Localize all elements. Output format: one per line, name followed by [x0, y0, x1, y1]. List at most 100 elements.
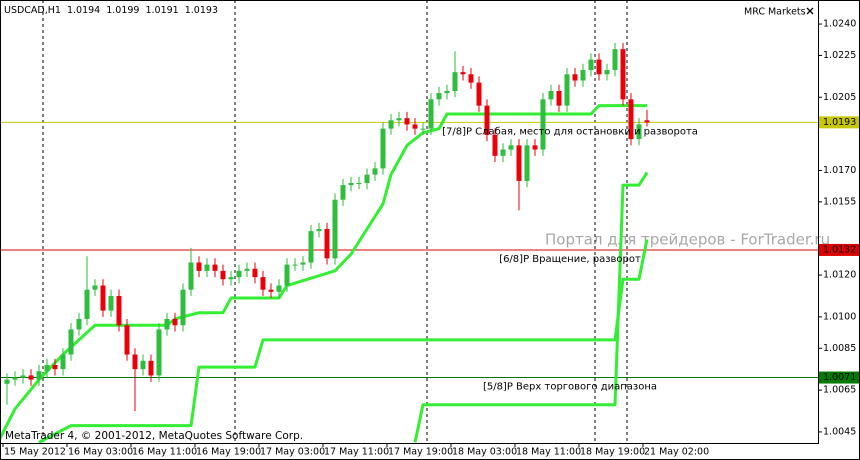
ohlc-value: 1.0194	[67, 5, 100, 16]
copyright: MetaTrader 4, © 2001-2012, MetaQuotes So…	[5, 430, 303, 442]
candle-body	[492, 134, 498, 156]
y-tick-label: 1.0155	[823, 196, 856, 207]
candle-body	[308, 231, 314, 263]
candle-body	[36, 371, 42, 380]
candle-body	[468, 74, 474, 83]
candle-body	[372, 168, 378, 175]
candle-body	[220, 270, 226, 280]
candle-body	[76, 318, 82, 330]
candle-body	[348, 183, 354, 186]
candle-body	[508, 145, 514, 150]
price-tag-label: 1.0132	[823, 244, 856, 255]
y-tick-label: 1.0065	[823, 385, 856, 396]
candle-body	[636, 124, 642, 140]
ohlc: 1.0194 1.0199 1.0191 1.0193	[67, 5, 218, 16]
candle-body	[156, 329, 162, 376]
candle-body	[92, 285, 98, 290]
candle-body	[164, 318, 170, 330]
candle-body	[28, 375, 34, 380]
candle-body	[340, 185, 346, 200]
indicator-line	[413, 171, 649, 443]
price-tag-label: 1.0071	[823, 372, 856, 383]
candle-body	[12, 377, 18, 380]
candle-body	[44, 364, 50, 372]
y-tick-label: 1.0240	[823, 19, 856, 30]
x-tick-label: 16 May 19:00	[196, 447, 261, 458]
symbol: USDCAD,H1	[4, 5, 61, 16]
candle-body	[404, 118, 410, 125]
back-layer: Портал для трейдеров - ForTrader.ru	[0, 0, 830, 444]
candle-body	[460, 72, 466, 75]
candle-body	[60, 354, 66, 370]
candle-body	[540, 99, 546, 150]
indicator-line	[38, 239, 649, 444]
candle-body	[4, 379, 10, 384]
indicator-line	[0, 104, 647, 441]
price-tag	[819, 116, 859, 129]
level-label: [6/8]P Вращение, разворот	[499, 254, 641, 265]
candle-body	[620, 49, 626, 100]
candle-body	[172, 318, 178, 326]
price-tag	[819, 371, 859, 384]
candle-body	[180, 289, 186, 326]
level-label: [7/8]P Слабая, место для остановки и раз…	[442, 126, 698, 137]
candle-body	[532, 145, 538, 150]
candle-body	[84, 289, 90, 319]
candle-body	[524, 145, 530, 181]
x-tick-label: 17 May 19:00	[388, 447, 453, 458]
candle-body	[444, 90, 450, 94]
y-tick-label: 1.0205	[823, 92, 856, 103]
close-icon[interactable]	[806, 7, 814, 15]
candle-body	[596, 59, 602, 75]
x-tick-label: 16 May 03:00	[68, 447, 133, 458]
candle-body	[244, 268, 250, 271]
candle-body	[300, 262, 306, 265]
candle-body	[604, 70, 610, 75]
y-tick-label: 1.0225	[823, 50, 856, 61]
candle-body	[516, 145, 522, 181]
x-tick-label: 17 May 03:00	[260, 447, 325, 458]
ohlc-value: 1.0191	[145, 5, 178, 16]
x-tick-label: 18 May 19:00	[580, 447, 645, 458]
candle-body	[644, 120, 650, 123]
price-tag-label: 1.0193	[823, 117, 856, 128]
candle-body	[228, 277, 234, 280]
candle-body	[292, 264, 298, 266]
level-label: [5/8]P Верх торгового диапазона	[483, 382, 657, 393]
candle-body	[356, 183, 362, 185]
y-tick-label: 1.0120	[823, 270, 856, 281]
candle-body	[564, 74, 570, 106]
candle-body	[500, 149, 506, 156]
x-tick-label: 16 May 11:00	[132, 447, 197, 458]
candle-body	[236, 270, 242, 278]
candle-body	[108, 295, 114, 311]
x-tick-label: 18 May 03:00	[452, 447, 517, 458]
candle-body	[204, 264, 210, 271]
candle-body	[452, 72, 458, 91]
price-tag	[819, 243, 859, 256]
candle-body	[212, 264, 218, 271]
candle-body	[132, 354, 138, 370]
candle-body	[420, 128, 426, 130]
candle-body	[436, 93, 442, 100]
candle-body	[116, 295, 122, 326]
y-tick-label: 1.0170	[823, 165, 856, 176]
candle-body	[484, 105, 490, 135]
x-tick-label: 18 May 11:00	[516, 447, 581, 458]
candle-body	[140, 360, 146, 370]
candle-body	[412, 124, 418, 129]
candle-body	[196, 262, 202, 271]
candle-body	[260, 277, 266, 290]
candle-body	[572, 74, 578, 81]
candle-body	[124, 325, 130, 355]
candle-body	[612, 49, 618, 71]
candle-body	[20, 375, 26, 378]
candle-body	[580, 70, 586, 81]
candle-body	[476, 82, 482, 106]
x-tick-label: 21 May 02:00	[644, 447, 709, 458]
y-tick-label: 1.0085	[823, 343, 856, 354]
broker-name: MRC Markets	[744, 7, 806, 18]
candle-body	[556, 90, 562, 106]
